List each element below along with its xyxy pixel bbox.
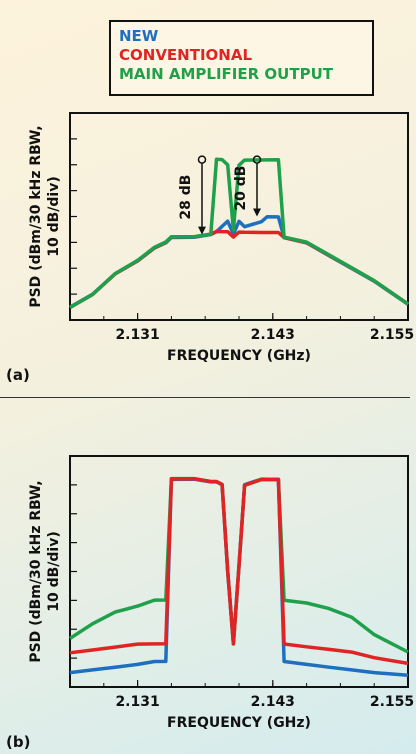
legend-box: NEW CONVENTIONAL MAIN AMPLIFIER OUTPUT xyxy=(109,20,374,96)
legend-new: NEW xyxy=(119,27,159,45)
x-tick-label: 2.131 xyxy=(115,327,159,343)
legend-conventional: CONVENTIONAL xyxy=(119,46,253,64)
annotation-marker xyxy=(197,155,207,164)
x-tick-label: 2.143 xyxy=(251,327,295,343)
annotation-arrow-head xyxy=(253,208,261,217)
x-tick-label: 2.155 xyxy=(370,694,414,710)
annotation-arrow-head xyxy=(198,226,206,235)
x-tick-label: 2.131 xyxy=(115,694,159,710)
x-tick-label: 2.143 xyxy=(251,694,295,710)
x-axis-label: FREQUENCY (GHz) xyxy=(167,715,311,731)
panel-a-label: (a) xyxy=(6,366,30,384)
x-tick-label: 2.155 xyxy=(370,327,414,343)
annotation-label: 20 dB xyxy=(233,166,249,211)
panel-b-label: (b) xyxy=(6,733,31,751)
panel-separator xyxy=(0,397,410,398)
y-axis-label-line1: PSD (dBm/30 kHz RBW, xyxy=(28,125,44,307)
y-axis-label-line2: 10 dB/div) xyxy=(46,176,62,257)
x-axis-label: FREQUENCY (GHz) xyxy=(167,348,311,364)
series-line-conventional xyxy=(69,476,409,666)
y-axis-label-line1: PSD (dBm/30 kHz RBW, xyxy=(28,480,44,662)
y-axis-label-line2: 10 dB/div) xyxy=(46,531,62,612)
series-line-new xyxy=(69,214,409,309)
annotation-label: 28 dB xyxy=(178,175,194,220)
series-line-main-amplifier-output xyxy=(69,157,409,310)
legend-main: MAIN AMPLIFIER OUTPUT xyxy=(119,65,333,83)
plot-frame xyxy=(69,112,409,321)
